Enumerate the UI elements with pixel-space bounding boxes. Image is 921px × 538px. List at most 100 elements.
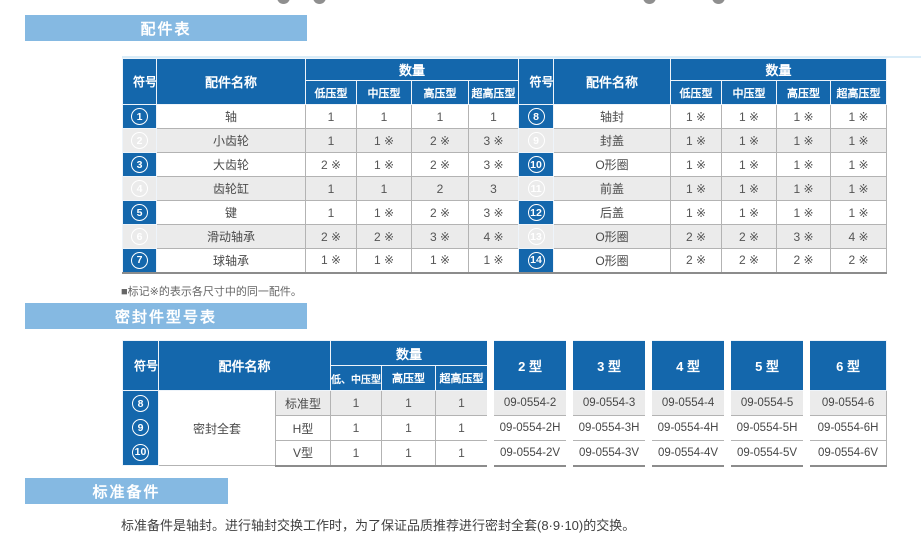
column-header-low-pressure: 低压型 — [305, 80, 357, 105]
table-row: 10 O形圈 1 ※ 1 ※ 1 ※ 1 ※ — [518, 152, 888, 177]
model-number-cell: 09-0554-5 — [724, 390, 808, 416]
column-header-high-pressure: 高压型 — [776, 80, 831, 105]
qty-cell: 3 ※ — [776, 224, 831, 249]
table-row: 4 齿轮缸 1 1 2 3 — [122, 176, 520, 201]
symbol-column-header: 符号 — [518, 58, 554, 105]
qty-cell: 1 ※ — [829, 104, 888, 129]
model-number-cell: 09-0554-4 — [645, 390, 729, 416]
qty-cell: 1 — [330, 415, 383, 441]
table-row: 1 轴 1 1 1 1 — [122, 104, 520, 129]
qty-cell: 1 ※ — [776, 176, 831, 201]
part-name: 轴 — [156, 104, 306, 129]
part-name: O形圈 — [553, 248, 671, 274]
model-number-cell: 09-0554-5H — [724, 415, 808, 441]
qty-cell: 2 ※ — [670, 224, 722, 249]
symbol-badge: 5 — [131, 204, 148, 221]
table-row: 8 轴封 1 ※ 1 ※ 1 ※ 1 ※ — [518, 104, 888, 129]
qty-cell: 1 — [411, 104, 469, 129]
qty-cell: 1 ※ — [776, 128, 831, 153]
table-row: 14 O形圈 2 ※ 2 ※ 2 ※ 2 ※ — [518, 248, 888, 274]
part-name: 键 — [156, 200, 306, 225]
qty-cell: 1 ※ — [829, 128, 888, 153]
part-name: 密封全套 — [158, 390, 276, 466]
divider-line — [122, 56, 921, 58]
qty-cell: 1 ※ — [670, 176, 722, 201]
quantity-group-header: 数量 — [330, 340, 492, 366]
cutoff-circle-remnant — [643, 0, 656, 4]
qty-cell: 1 — [435, 415, 492, 441]
table-row: 3 大齿轮 2 ※ 1 ※ 2 ※ 3 ※ — [122, 152, 520, 177]
cutoff-circle-remnant — [277, 0, 290, 4]
part-name-column-header: 配件名称 — [553, 58, 671, 105]
qty-cell: 1 ※ — [776, 104, 831, 129]
part-name-column-header: 配件名称 — [156, 58, 306, 105]
column-header-type-6: 6 型 — [803, 340, 888, 391]
qty-cell: 1 — [305, 176, 357, 201]
symbol-column-header: 符号 — [122, 340, 159, 391]
model-number-cell: 09-0554-6V — [803, 440, 888, 467]
symbol-badge: 1 — [131, 108, 148, 125]
qty-cell: 1 ※ — [721, 104, 777, 129]
qty-cell: 2 ※ — [305, 152, 357, 177]
symbol-badge: 6 — [131, 228, 148, 245]
part-name: 后盖 — [553, 200, 671, 225]
symbol-badge: 11 — [527, 180, 545, 197]
qty-cell: 3 ※ — [411, 224, 469, 249]
qty-cell: 1 — [356, 176, 412, 201]
model-number-cell: 09-0554-3H — [566, 415, 650, 441]
qty-cell: 1 — [435, 390, 492, 416]
column-header-type-5: 5 型 — [724, 340, 808, 391]
qty-cell: 2 ※ — [305, 224, 357, 249]
part-name: 齿轮缸 — [156, 176, 306, 201]
qty-cell: 2 ※ — [670, 248, 722, 274]
column-header-mid-pressure: 中压型 — [721, 80, 777, 105]
column-header-low-mid-pressure: 低、中压型 — [330, 365, 383, 391]
qty-cell: 1 ※ — [721, 200, 777, 225]
symbol-badge: 13 — [527, 228, 545, 245]
qty-cell: 1 ※ — [356, 248, 412, 274]
qty-cell: 3 ※ — [467, 128, 520, 153]
model-number-cell: 09-0554-4V — [645, 440, 729, 467]
qty-cell: 3 ※ — [467, 200, 520, 225]
qty-cell: 1 ※ — [829, 200, 888, 225]
symbol-badge: 8 — [132, 395, 149, 413]
column-header-high-pressure: 高压型 — [381, 365, 437, 391]
qty-cell: 4 ※ — [467, 224, 520, 249]
symbol-badge: 10 — [132, 443, 149, 461]
qty-cell: 1 ※ — [670, 104, 722, 129]
subtype-cell: H型 — [274, 415, 332, 441]
symbol-badge: 9 — [132, 419, 149, 437]
part-name: O形圈 — [553, 224, 671, 249]
part-name: 轴封 — [553, 104, 671, 129]
table-row: 9 封盖 1 ※ 1 ※ 1 ※ 1 ※ — [518, 128, 888, 153]
parts-table-left: 符号 配件名称 数量 低压型 中压型 高压型 超高压型 1 轴 1 1 1 1 … — [122, 58, 520, 274]
qty-cell: 1 ※ — [721, 176, 777, 201]
quantity-group-header: 数量 — [304, 58, 520, 81]
table-row: 13 O形圈 2 ※ 2 ※ 3 ※ 4 ※ — [518, 224, 888, 249]
qty-cell: 1 — [305, 128, 357, 153]
table-row: 12 后盖 1 ※ 1 ※ 1 ※ 1 ※ — [518, 200, 888, 225]
symbol-badges: 8 9 10 — [124, 392, 158, 465]
symbol-badge: 9 — [527, 132, 545, 149]
model-number-cell: 09-0554-3V — [566, 440, 650, 467]
qty-cell: 2 ※ — [411, 200, 469, 225]
qty-cell: 2 ※ — [829, 248, 888, 274]
footnote-same-part: ■标记※的表示各尺寸中的同一配件。 — [121, 286, 302, 298]
qty-cell: 1 — [435, 440, 492, 467]
table-row: 5 键 1 1 ※ 2 ※ 3 ※ — [122, 200, 520, 225]
qty-cell: 2 ※ — [411, 152, 469, 177]
qty-cell: 1 — [381, 415, 437, 441]
symbol-badge: 3 — [131, 156, 148, 173]
qty-cell: 1 — [330, 440, 383, 467]
qty-cell: 1 ※ — [411, 248, 469, 274]
part-name: 小齿轮 — [156, 128, 306, 153]
qty-cell: 1 ※ — [670, 128, 722, 153]
qty-cell: 1 ※ — [721, 152, 777, 177]
column-header-ultra-high-pressure: 超高压型 — [829, 80, 888, 105]
parts-table-right: 符号 配件名称 数量 低压型 中压型 高压型 超高压型 8 轴封 1 ※ 1 ※… — [518, 58, 888, 274]
symbol-badge: 14 — [527, 251, 545, 269]
section-banner-standard-spares: 标准备件 — [25, 478, 228, 504]
part-name: 大齿轮 — [156, 152, 306, 177]
qty-cell: 1 ※ — [829, 176, 888, 201]
